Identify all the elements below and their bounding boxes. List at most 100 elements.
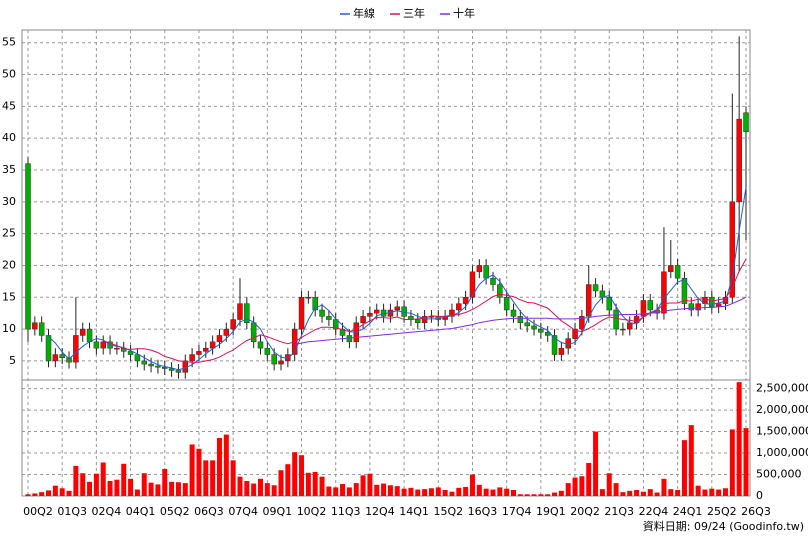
volume-bar — [299, 455, 305, 496]
ma-line — [103, 258, 747, 363]
volume-bar — [87, 481, 93, 496]
volume-bar — [463, 486, 469, 496]
candle-body — [189, 354, 195, 362]
candle-body — [244, 303, 250, 323]
candle-body — [360, 316, 366, 323]
volume-bar — [271, 485, 277, 496]
volume-bar — [442, 489, 448, 496]
volume-bar — [114, 479, 120, 496]
volume-tick-label: 0 — [756, 489, 763, 502]
y-tick-label: 20 — [2, 258, 16, 271]
candle-body — [114, 347, 120, 350]
volume-bar — [148, 482, 154, 496]
legend-label: 三年 — [403, 6, 425, 20]
candle-body — [339, 328, 346, 336]
volume-bar — [381, 483, 387, 496]
candle-body — [469, 271, 476, 298]
candle-body — [45, 335, 52, 362]
volume-bar — [230, 460, 236, 496]
volume-bar — [668, 489, 674, 496]
ma-line — [48, 187, 747, 371]
volume-bar — [709, 488, 715, 496]
candle-body — [640, 300, 647, 317]
candle-body — [155, 365, 161, 368]
volume-bar — [340, 483, 346, 496]
x-tick-label: 25Q2 — [707, 505, 737, 518]
volume-bar — [39, 492, 45, 496]
volume-bar — [729, 429, 735, 496]
x-tick-label: 11Q3 — [331, 505, 361, 518]
candle-body — [415, 319, 421, 323]
candle-body — [203, 347, 209, 352]
volume-bar — [524, 494, 530, 496]
volume-bar — [497, 487, 503, 496]
candle-body — [257, 341, 264, 349]
y-tick-label: 55 — [2, 36, 16, 49]
x-tick-label: 20Q2 — [570, 505, 600, 518]
volume-bar — [688, 425, 694, 496]
candle-body — [86, 328, 93, 343]
volume-bar — [531, 494, 537, 496]
candle-body — [503, 297, 510, 311]
volume-bar — [558, 490, 564, 496]
candle-body — [497, 284, 503, 298]
volume-bar — [32, 493, 38, 496]
y-tick-label: 5 — [9, 354, 16, 367]
volume-tick-label: 1,500,000 — [756, 425, 808, 438]
volume-bar — [538, 494, 544, 496]
y-tick-label: 40 — [2, 131, 16, 144]
volume-bar — [251, 483, 257, 496]
candle-body — [449, 309, 455, 317]
volume-bar — [223, 434, 229, 496]
x-tick-label: 09Q1 — [263, 505, 293, 518]
candle-body — [79, 328, 86, 336]
volume-bar — [182, 483, 188, 496]
volume-bar — [210, 460, 216, 496]
candle-body — [476, 265, 483, 273]
candle-body — [216, 335, 223, 343]
volume-bar — [476, 484, 482, 496]
ma-line — [294, 296, 747, 345]
volume-bar — [613, 483, 619, 496]
candle-body — [148, 363, 154, 367]
candle-body — [585, 284, 592, 317]
candle-body — [32, 322, 38, 330]
candle-body — [298, 297, 305, 330]
candle-body — [462, 297, 469, 304]
candle-body — [134, 354, 141, 362]
x-tick-label: 14Q1 — [399, 505, 429, 518]
y-tick-label: 35 — [2, 163, 16, 176]
candle-body — [668, 265, 674, 273]
volume-bar — [305, 472, 311, 496]
candle-body — [264, 347, 271, 355]
volume-bar — [640, 491, 646, 496]
volume-bar — [572, 477, 578, 496]
x-tick-label: 24Q1 — [673, 505, 703, 518]
candle-body — [736, 118, 742, 203]
volume-tick-label: 1,000,000 — [756, 446, 808, 459]
legend-label: 年線 — [353, 6, 375, 20]
candle-body — [613, 309, 619, 330]
x-tick-label: 10Q2 — [297, 505, 327, 518]
volume-bar — [552, 492, 558, 496]
volume-bar — [428, 488, 434, 496]
candle-body — [196, 351, 202, 355]
volume-bar — [66, 490, 72, 496]
volume-bar — [449, 491, 455, 496]
volume-bar — [107, 480, 113, 496]
volume-bar — [517, 494, 523, 496]
legend-label: 十年 — [453, 6, 475, 20]
y-tick-label: 15 — [2, 290, 16, 303]
candle-body — [38, 322, 45, 336]
volume-bar — [141, 473, 147, 496]
candle-body — [517, 316, 524, 323]
volume-bar — [244, 480, 250, 496]
volume-bar — [162, 468, 168, 496]
volume-bar — [203, 460, 209, 496]
candle-body — [483, 265, 489, 279]
candle-body — [661, 271, 667, 314]
volume-bar — [134, 489, 140, 496]
candle-body — [52, 354, 59, 362]
candle-body — [592, 284, 599, 292]
candle-body — [120, 347, 127, 352]
